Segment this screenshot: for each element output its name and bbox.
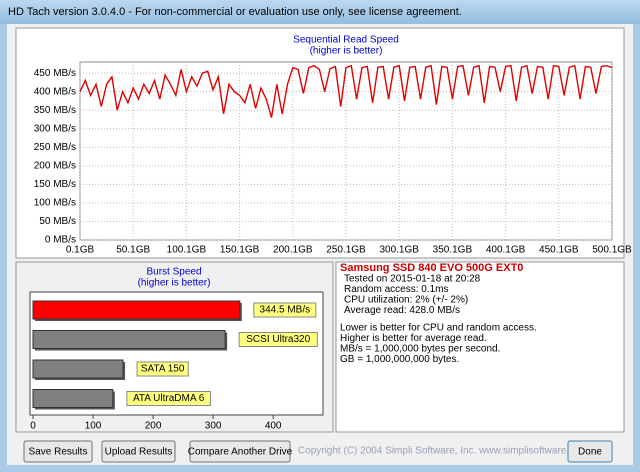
y-tick-label: 100 MB/s xyxy=(34,198,76,209)
x-tick-label: 0 xyxy=(30,421,36,432)
bar-label: 344.5 MB/s xyxy=(260,305,311,316)
x-tick-label: 0.1GB xyxy=(66,245,95,256)
y-tick-label: 200 MB/s xyxy=(34,160,76,171)
label-box xyxy=(253,302,317,318)
bar xyxy=(32,330,226,349)
x-tick-label: 250.1GB xyxy=(326,245,366,256)
y-tick-label: 300 MB/s xyxy=(34,123,76,134)
y-tick-label: 250 MB/s xyxy=(34,142,76,153)
info-note: MB/s = 1,000,000 bytes per second. xyxy=(340,344,500,355)
bar-label: SCSI Ultra320 xyxy=(246,334,310,345)
label-box xyxy=(136,361,189,377)
x-tick-label: 50.1GB xyxy=(116,245,150,256)
bar xyxy=(32,389,114,408)
info-note: Higher is better for average read. xyxy=(340,333,487,344)
info-note: Lower is better for CPU and random acces… xyxy=(340,323,537,334)
y-tick-label: 0 MB/s xyxy=(45,235,76,246)
button-label[interactable]: Save Results xyxy=(29,447,88,458)
button-label[interactable]: Done xyxy=(578,447,602,458)
bar-label: SATA 150 xyxy=(141,364,185,375)
read-subtitle: (higher is better) xyxy=(310,46,383,57)
burst-subtitle: (higher is better) xyxy=(138,278,211,289)
info-line: CPU utilization: 2% (+/- 2%) xyxy=(344,295,468,306)
window-title: HD Tach version 3.0.4.0 - For non-commer… xyxy=(8,6,462,18)
x-tick-label: 100.1GB xyxy=(167,245,207,256)
y-tick-label: 400 MB/s xyxy=(34,86,76,97)
x-tick-label: 100 xyxy=(85,421,102,432)
label-box xyxy=(238,332,318,347)
button[interactable] xyxy=(23,440,93,463)
button[interactable] xyxy=(101,440,176,463)
x-tick-label: 200 xyxy=(145,421,162,432)
x-tick-label: 150.1GB xyxy=(220,245,260,256)
info-panel xyxy=(335,261,625,433)
info-line: Average read: 428.0 MB/s xyxy=(344,305,460,316)
info-note: GB = 1,000,000,000 bytes. xyxy=(340,354,459,365)
bar xyxy=(32,359,124,379)
button[interactable] xyxy=(567,440,613,463)
x-tick-label: 350.1GB xyxy=(433,245,473,256)
button[interactable] xyxy=(189,440,291,463)
read-line xyxy=(79,64,613,118)
button-label[interactable]: Upload Results xyxy=(105,447,173,458)
x-tick-label: 400 xyxy=(265,421,282,432)
read-plot xyxy=(79,61,613,241)
x-tick-label: 300 xyxy=(205,421,222,432)
bar-label: ATA UltraDMA 6 xyxy=(133,393,205,404)
x-tick-label: 400.1GB xyxy=(486,245,526,256)
info-line: Random access: 0.1ms xyxy=(344,284,449,295)
y-tick-label: 150 MB/s xyxy=(34,179,76,190)
read-title: Sequential Read Speed xyxy=(293,35,399,46)
button-label[interactable]: Compare Another Drive xyxy=(188,447,293,458)
x-tick-label: 500.1GB xyxy=(592,245,632,256)
label-box xyxy=(126,391,211,406)
bar xyxy=(32,300,241,320)
title-bar xyxy=(0,0,640,24)
drive-name: Samsung SSD 840 EVO 500G EXT0 xyxy=(340,262,523,274)
x-tick-label: 300.1GB xyxy=(379,245,419,256)
y-tick-label: 450 MB/s xyxy=(34,68,76,79)
copyright: Copyright (C) 2004 Simpli Software, Inc.… xyxy=(298,446,588,457)
info-line: Tested on 2015-01-18 at 20:28 xyxy=(344,274,481,285)
y-tick-label: 50 MB/s xyxy=(39,216,76,227)
x-tick-label: 200.1GB xyxy=(273,245,313,256)
burst-title: Burst Speed xyxy=(146,267,201,278)
y-tick-label: 350 MB/s xyxy=(34,105,76,116)
x-tick-label: 450.1GB xyxy=(539,245,579,256)
